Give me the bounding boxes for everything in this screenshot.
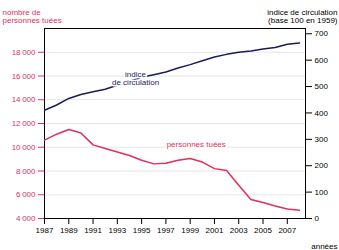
svg-text:1991: 1991 bbox=[84, 226, 102, 235]
svg-text:500: 500 bbox=[315, 82, 329, 91]
svg-text:indice de circulation(base 100: indice de circulation(base 100 en 1959) bbox=[267, 8, 338, 25]
svg-text:2007: 2007 bbox=[278, 226, 296, 235]
svg-text:années: années bbox=[311, 242, 337, 250]
svg-text:400: 400 bbox=[315, 109, 329, 118]
svg-text:1993: 1993 bbox=[108, 226, 126, 235]
svg-text:18 000: 18 000 bbox=[12, 48, 36, 57]
svg-text:2003: 2003 bbox=[230, 226, 248, 235]
svg-text:2001: 2001 bbox=[206, 226, 224, 235]
svg-text:1989: 1989 bbox=[60, 226, 78, 235]
svg-text:700: 700 bbox=[315, 29, 329, 38]
svg-text:600: 600 bbox=[315, 56, 329, 65]
svg-text:2005: 2005 bbox=[254, 226, 272, 235]
svg-text:1997: 1997 bbox=[157, 226, 175, 235]
svg-text:6 000: 6 000 bbox=[16, 190, 36, 199]
svg-text:1987: 1987 bbox=[36, 226, 54, 235]
svg-text:nombre depersonnes tuées: nombre depersonnes tuées bbox=[3, 8, 62, 25]
svg-text:10 000: 10 000 bbox=[12, 143, 36, 152]
svg-text:8 000: 8 000 bbox=[16, 167, 36, 176]
svg-text:personnes tuées: personnes tuées bbox=[167, 140, 226, 149]
svg-text:4 000: 4 000 bbox=[16, 214, 36, 223]
svg-text:0: 0 bbox=[315, 214, 320, 223]
svg-text:300: 300 bbox=[315, 135, 329, 144]
svg-text:1999: 1999 bbox=[181, 226, 199, 235]
svg-text:12 000: 12 000 bbox=[12, 119, 36, 128]
svg-text:16 000: 16 000 bbox=[12, 72, 36, 81]
svg-text:200: 200 bbox=[315, 161, 329, 170]
svg-text:100: 100 bbox=[315, 188, 329, 197]
svg-text:indicede circulation: indicede circulation bbox=[112, 70, 159, 87]
svg-text:1995: 1995 bbox=[133, 226, 151, 235]
svg-text:14 000: 14 000 bbox=[12, 95, 36, 104]
